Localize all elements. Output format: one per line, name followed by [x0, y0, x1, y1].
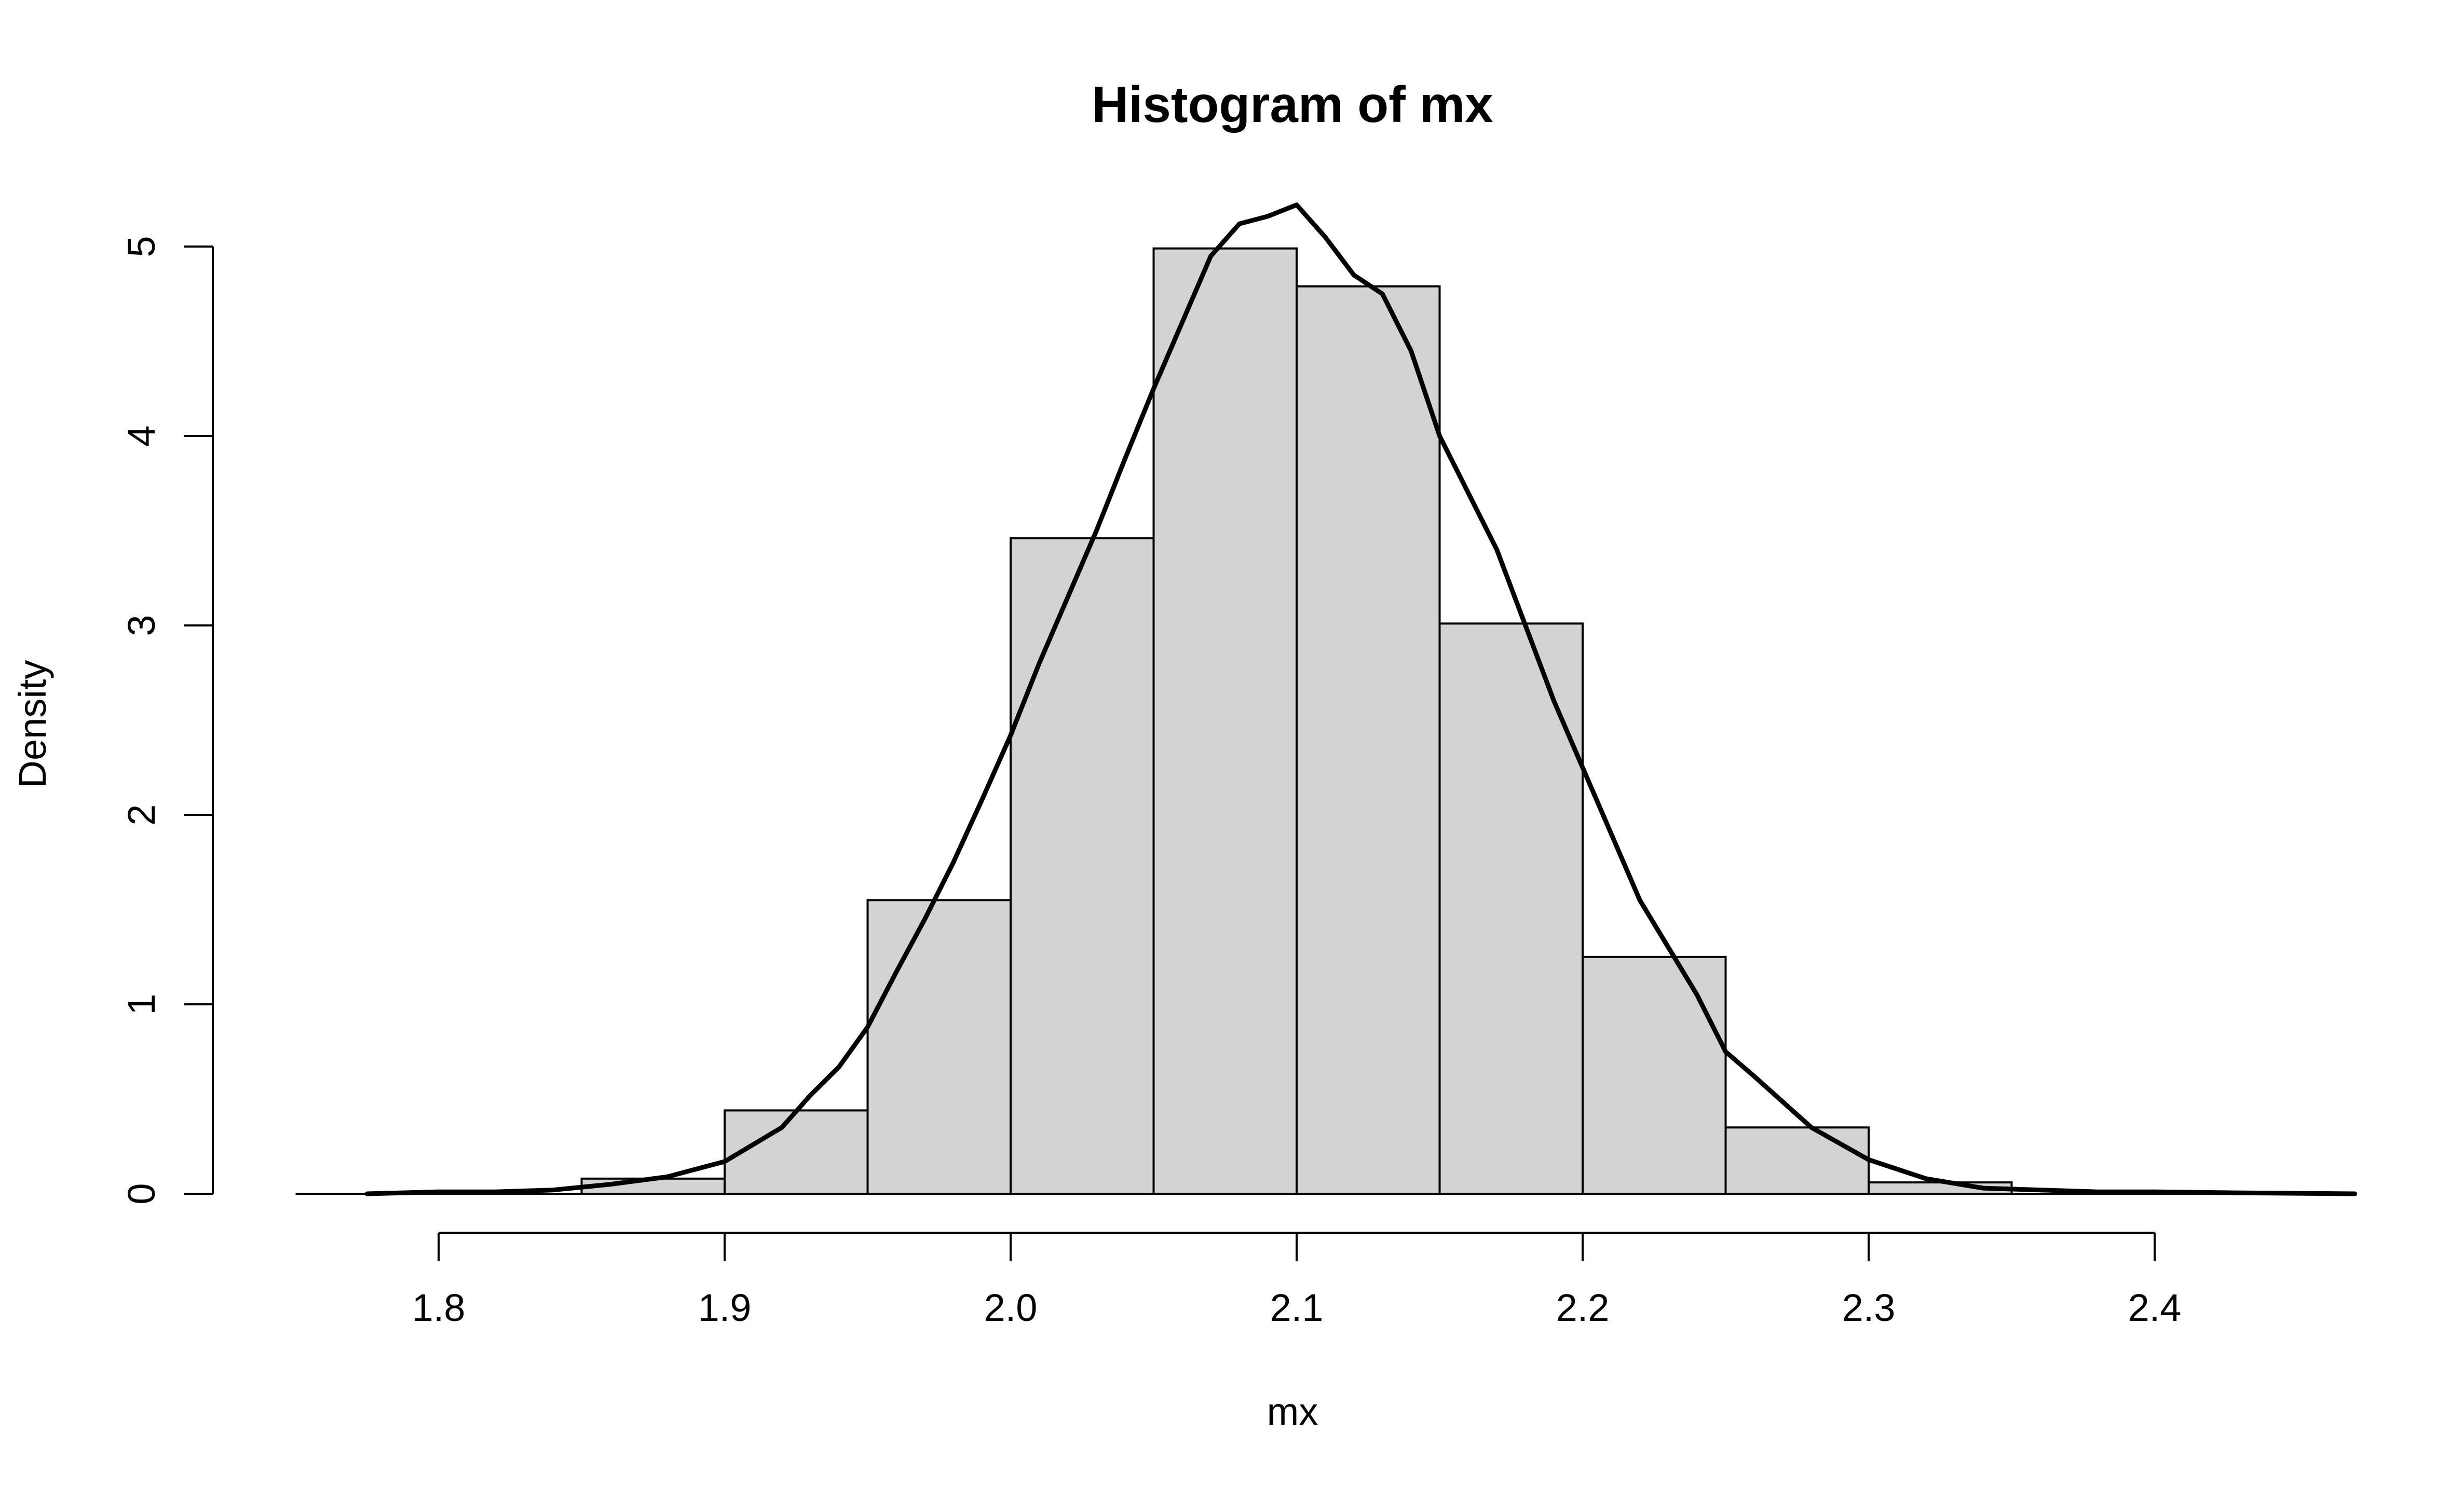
x-axis-label: mx [1267, 1390, 1318, 1433]
y-tick-label-0: 0 [120, 1183, 163, 1204]
x-tick-label-6: 2.4 [2128, 1286, 2182, 1329]
x-tick-label-1: 1.9 [698, 1286, 752, 1329]
y-tick-label-5: 5 [120, 236, 163, 257]
histogram-bar-1 [724, 1109, 869, 1195]
y-tick-label-3: 3 [120, 615, 163, 636]
y-axis-label: Density [11, 660, 54, 788]
x-tick-label-4: 2.2 [1556, 1286, 1610, 1329]
y-axis: 0 1 2 3 4 5 [120, 236, 214, 1205]
x-tick-label-3: 2.1 [1270, 1286, 1324, 1329]
histogram-bar-2 [866, 899, 1012, 1195]
x-tick-label-5: 2.3 [1842, 1286, 1896, 1329]
histogram-bar-6 [1438, 622, 1584, 1195]
chart-title: Histogram of mx [1092, 76, 1493, 133]
histogram-bar-5 [1296, 285, 1441, 1195]
x-tick-label-2: 2.0 [984, 1286, 1038, 1329]
y-tick-label-4: 4 [120, 425, 163, 446]
y-tick-label-1: 1 [120, 993, 163, 1015]
density-curve [364, 202, 2358, 1196]
histogram-bars [580, 247, 2013, 1195]
histogram-bar-7 [1582, 956, 1727, 1195]
histogram-bar-3 [1010, 537, 1155, 1195]
y-tick-label-2: 2 [120, 804, 163, 825]
x-axis: 1.8 1.9 2.0 2.1 2.2 2.3 2.4 [412, 1232, 2182, 1329]
x-tick-label-0: 1.8 [412, 1286, 466, 1329]
histogram-bar-8 [1724, 1126, 1870, 1195]
histogram-bar-4 [1152, 247, 1298, 1195]
